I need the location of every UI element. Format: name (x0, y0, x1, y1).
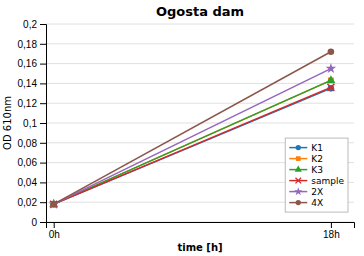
tick-label: 0,02 (18, 197, 38, 208)
tick-label: 0,04 (18, 177, 38, 188)
legend-label: K3 (311, 165, 323, 175)
tick-label: 0,18 (18, 39, 38, 50)
grid (46, 24, 354, 222)
title: Ogosta dam (156, 4, 244, 19)
grid-line (46, 83, 354, 84)
tick-label: 0,1 (23, 118, 37, 129)
legend-marker (295, 165, 302, 171)
tick-label: 0 (31, 217, 37, 228)
tick-mark (54, 222, 55, 228)
tick: 0 (31, 217, 46, 228)
tick: 0,02 (18, 197, 46, 208)
tick-label: 0,06 (18, 157, 38, 168)
tick: 0,08 (18, 138, 46, 149)
y-axis: 0 0,02 0,04 0,06 0,08 0,1 0,12 0,14 0,16 0,18 0,2 (18, 19, 47, 228)
axis-line (47, 223, 355, 229)
legend-item: K1 (289, 143, 323, 153)
chart: 0h 18h 0 0,02 0,04 0,06 0,08 0,1 0,12 0,14 0,16 0,1… (0, 0, 364, 256)
tick-label: 18h (323, 229, 340, 240)
legend-label: sample (311, 176, 344, 186)
legend-marker (296, 156, 301, 161)
legend-item: sample (289, 176, 344, 186)
tick-label: 0,08 (18, 138, 38, 149)
tick-label: 0,14 (18, 78, 38, 89)
legend-item: K2 (289, 154, 323, 164)
tick-label: 0,16 (18, 58, 38, 69)
legend: K1K2K3sample2X4X (285, 138, 348, 212)
tick: 0,04 (18, 177, 46, 188)
marker (326, 75, 335, 83)
tick: 18h (323, 222, 340, 240)
marker (326, 63, 336, 73)
tick: 0,06 (18, 157, 46, 168)
marker (328, 48, 335, 55)
tick: 0,14 (18, 78, 46, 89)
marker (327, 84, 334, 91)
tick: 0,16 (18, 58, 46, 69)
tick: 0,1 (23, 118, 46, 129)
marker (50, 201, 57, 208)
legend-label: K2 (311, 154, 323, 164)
tick: 0,18 (18, 39, 46, 50)
tick-mark (40, 143, 46, 144)
tick-mark (40, 103, 46, 104)
legend-item: K3 (289, 165, 323, 175)
legend-box (285, 138, 348, 212)
tick-mark (40, 83, 46, 84)
marker (50, 201, 57, 208)
legend-marker (296, 200, 301, 205)
y-axis-title: OD 610nm (2, 96, 13, 150)
tick: 0,12 (18, 98, 46, 109)
legend-label: K1 (311, 143, 323, 153)
tick-mark (40, 64, 46, 65)
tick: 0,2 (23, 19, 46, 30)
series-line (54, 52, 331, 204)
tick-mark (40, 202, 46, 203)
legend-label: 4X (311, 198, 323, 208)
tick-label: 0,2 (23, 19, 37, 30)
tick-mark (331, 222, 332, 228)
legend-marker (296, 145, 301, 150)
tick-mark (40, 222, 46, 223)
marker (51, 201, 57, 207)
legend-marker (294, 187, 302, 195)
tick-mark (40, 163, 46, 164)
grid-line (46, 103, 354, 104)
x-axis: 0h 18h (47, 222, 355, 240)
marker (48, 199, 58, 209)
legend-marker (295, 178, 301, 184)
tick-mark (40, 44, 46, 45)
legend-label: 2X (311, 187, 323, 197)
tick-mark (40, 24, 46, 25)
tick-label: 0,12 (18, 98, 38, 109)
tick-mark (40, 182, 46, 183)
grid-line (46, 24, 354, 25)
legend-item: 2X (289, 187, 323, 197)
legend-item: 4X (289, 198, 323, 208)
tick-mark (40, 123, 46, 124)
x-axis-title: time [h] (177, 242, 222, 253)
grid-line (46, 43, 354, 44)
tick: 0h (49, 222, 60, 240)
tick-label: 0h (49, 229, 60, 240)
axis-line (40, 25, 47, 223)
